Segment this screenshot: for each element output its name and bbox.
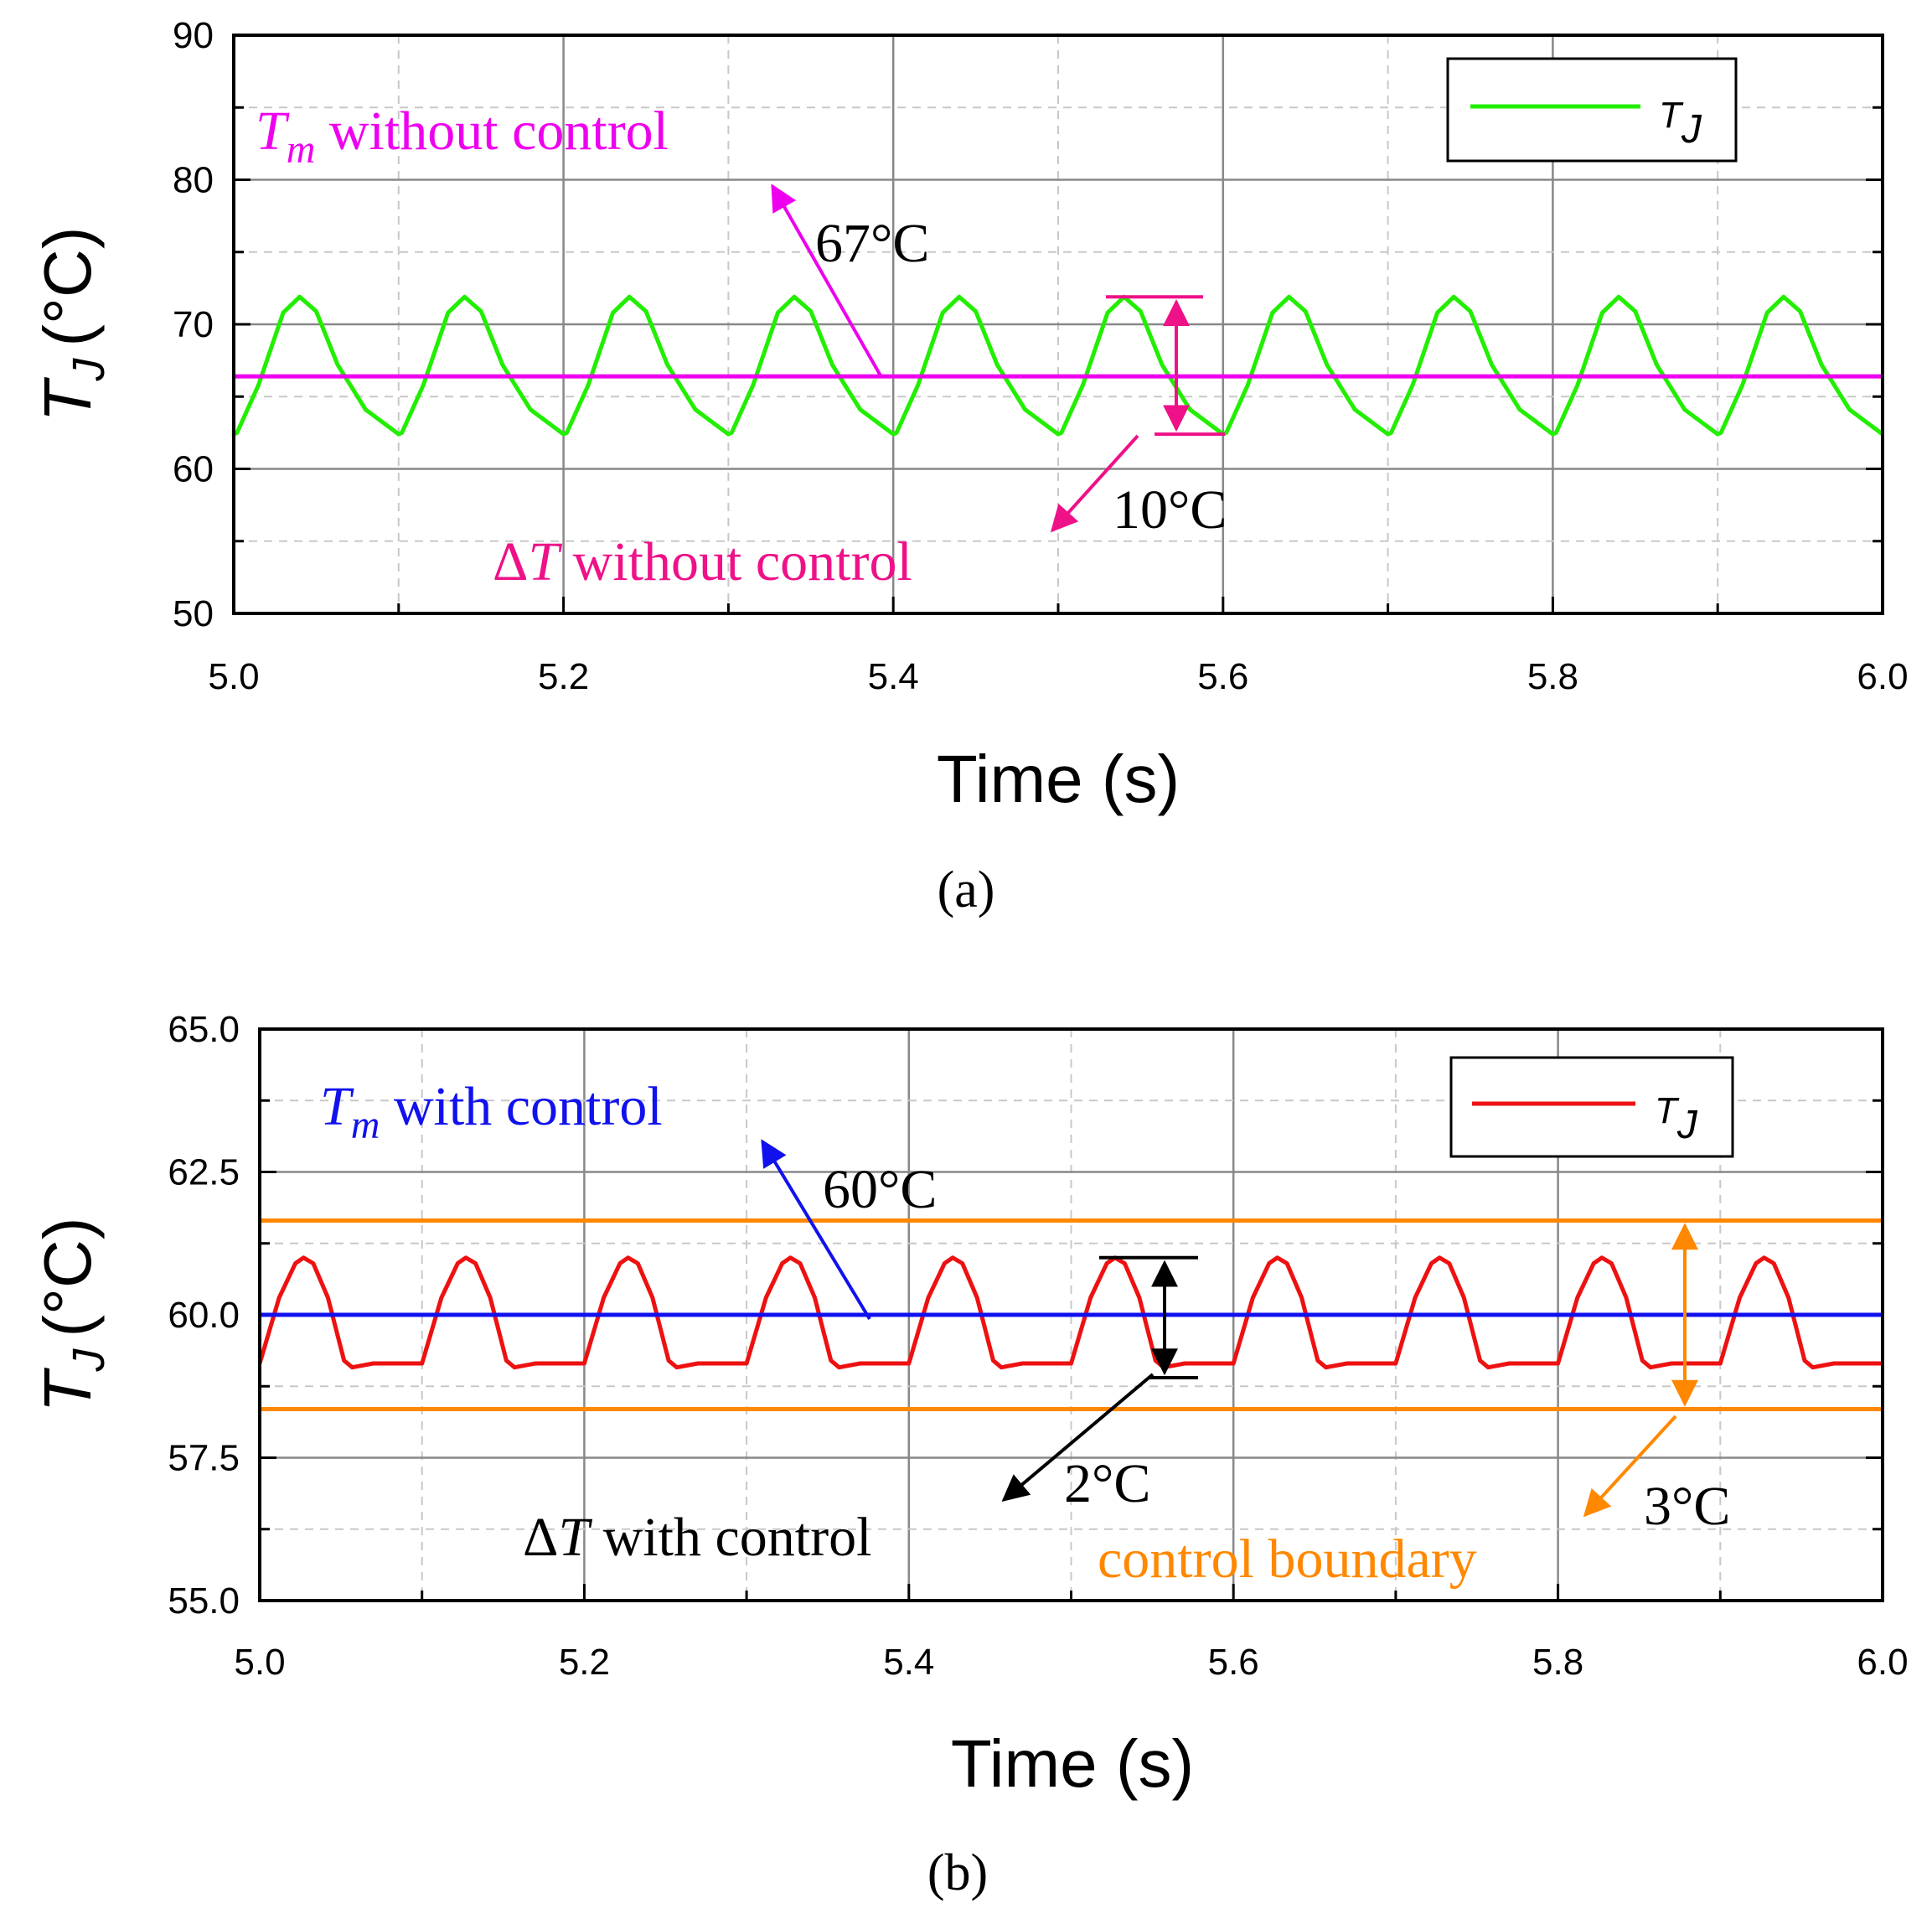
y-tick-label: 57.5 [168,1438,240,1479]
tm-value-b: 60°C [823,1159,937,1220]
range-bracket-b [1099,1255,1198,1380]
hlines-b [260,1218,1883,1412]
x-tick-label: 5.4 [883,1642,934,1683]
y-axis-title-a-unit: (°C) [30,227,105,347]
dt-label-a-delta: Δ [493,531,528,592]
x-tick-label: 5.0 [208,656,259,697]
legend-box-a [1446,57,1738,163]
x-tick-label: 5.8 [1532,1642,1583,1683]
x-axis-title-b: Time (s) [951,1726,1194,1801]
dt-label-a-sym: T [528,531,562,592]
x-axis-title-a: Time (s) [937,742,1180,816]
caption-b: (b) [927,1844,988,1901]
y-axis-title-b-unit: (°C) [30,1218,105,1337]
tm-label-b-sym: T [320,1076,354,1137]
cb-label-b: control boundary [1098,1529,1477,1590]
dt-arrow-b [1001,1373,1155,1503]
tm-label-b-sub: m [351,1103,380,1147]
y-tick-labels-a: 50 60 70 80 90 [173,15,214,634]
x-tick-labels-a: 5.0 5.2 5.4 5.6 5.8 6.0 [208,656,1908,697]
tm-arrow-a [771,184,883,378]
y-axis-title-b-sym: T [30,1367,105,1412]
range-bracket-a [1106,295,1225,437]
tm-label-b-rest: with control [380,1076,662,1137]
legend-box-b [1449,1056,1734,1158]
x-tick-label: 6.0 [1857,656,1908,697]
chart-panel-b: 5.0 5.2 5.4 5.6 5.8 6.0 55.057.560.062.565.0 … [30,1009,1909,1901]
dt-label-b-rest: with control [589,1507,871,1568]
legend-symbol-b: T [1655,1090,1680,1131]
y-tick-label: 90 [173,15,214,56]
y-axis-title-b: TJ (°C) [30,1218,114,1413]
y-tick-label: 65.0 [168,1009,240,1050]
y-axis-title-a-sym: T [30,376,105,422]
x-tick-label: 5.6 [1208,1642,1259,1683]
legend-symbol-a: T [1659,95,1684,136]
legend-b: TJ [1449,1056,1734,1158]
legend-sub-b: J [1676,1103,1698,1147]
y-tick-label: 60.0 [168,1295,240,1336]
x-tick-label: 5.4 [868,656,919,697]
tm-label-a-sym: T [256,101,290,162]
y-axis-title-a: TJ (°C) [30,227,114,422]
legend-a: TJ [1446,57,1738,163]
tm-value-a: 67°C [815,213,929,274]
tm-label-a-sub: m [287,127,316,172]
x-tick-label: 6.0 [1857,1642,1908,1683]
y-tick-label: 80 [173,160,214,201]
series-line [257,1255,1883,1370]
y-tick-label: 50 [173,593,214,634]
dt-label-b-sym: T [558,1507,592,1568]
y-tick-labels-b: 55.0 57.5 60.0 62.5 65.0 [168,1009,240,1622]
plot-frame-b [258,1027,1884,1602]
series-b [257,1255,1883,1370]
cb-value-b: 3°C [1644,1476,1730,1537]
dt-label-b: ΔT with control [523,1507,871,1568]
legend-sub-a: J [1681,107,1702,152]
legend-label-a: TJ [1659,95,1702,152]
dt-value-b: 2°C [1064,1453,1150,1514]
dt-label-b-delta: Δ [523,1507,558,1568]
cb-arrow-b [1583,1415,1677,1518]
x-tick-label: 5.6 [1197,656,1248,697]
tm-label-a-rest: without control [315,101,669,162]
series-a [233,294,1884,437]
y-tick-label: 62.5 [168,1152,240,1193]
y-tick-label: 60 [173,449,214,490]
y-tick-label: 70 [173,304,214,345]
plot-frame-a [232,34,1884,615]
x-tick-labels-b: 5.0 5.2 5.4 5.6 5.8 6.0 [234,1642,1908,1683]
y-axis-title-a-sub: J [64,358,114,382]
x-tick-label: 5.8 [1527,656,1578,697]
legend-label-b: TJ [1655,1090,1698,1147]
caption-a: (a) [938,861,995,918]
y-tick-label: 55.0 [168,1580,240,1622]
tm-label-a: Tm without control [256,101,669,172]
tm-label-b: Tm with control [320,1076,663,1147]
x-tick-label: 5.0 [234,1642,285,1683]
series-line [233,294,1884,437]
dt-label-a: ΔT without control [493,531,912,592]
dt-label-a-rest: without control [559,531,912,592]
y-axis-title-b-sub: J [64,1348,114,1373]
tm-arrow-b [761,1139,871,1321]
x-tick-label: 5.2 [538,656,589,697]
dt-value-a: 10°C [1113,479,1227,541]
dt-arrow-a [1050,434,1139,533]
x-tick-label: 5.2 [559,1642,610,1683]
